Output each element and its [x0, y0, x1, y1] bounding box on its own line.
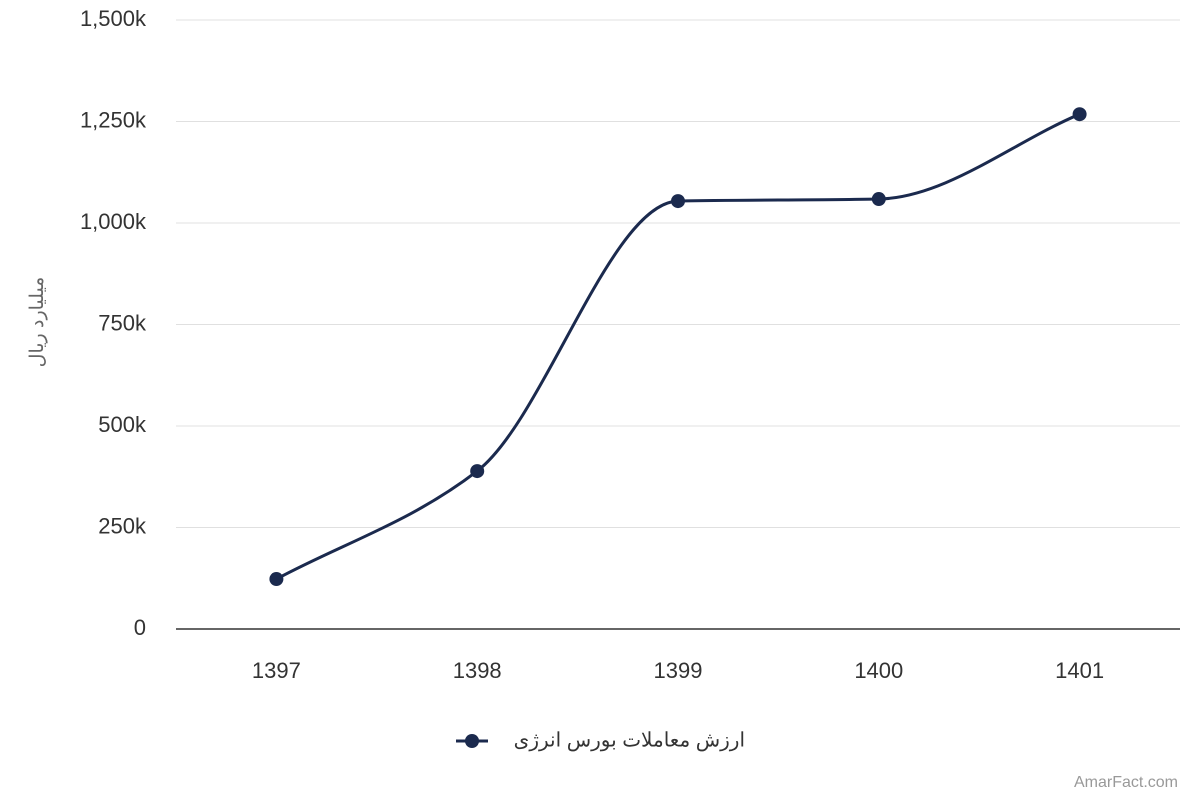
y-axis-title: میلیارد ریال — [27, 277, 48, 368]
point — [269, 572, 284, 587]
y-tick-label: 1,500k — [80, 6, 147, 31]
x-tick-label: 1397 — [252, 658, 301, 683]
x-tick-label: 1401 — [1055, 658, 1104, 683]
point — [671, 194, 685, 209]
x-tick-label: 1398 — [453, 658, 502, 683]
point — [470, 464, 485, 479]
y-tick-label: 750k — [98, 310, 147, 335]
legend-label: ارزش معاملات بورس انرژی — [514, 729, 745, 751]
credit: AmarFact.com — [1074, 774, 1178, 791]
y-tick-label: 1,000k — [80, 209, 147, 234]
point — [871, 192, 886, 207]
legend-symbol — [465, 734, 479, 748]
y-tick-label: 0 — [134, 615, 146, 640]
y-tick-label: 1,250k — [80, 107, 147, 132]
point — [1072, 107, 1087, 122]
y-tick-label: 500k — [98, 412, 147, 437]
x-tick-label: 1399 — [654, 658, 703, 683]
y-tick-label: 250k — [98, 513, 147, 538]
line — [275, 112, 1081, 581]
x-tick-label: 1400 — [854, 658, 903, 683]
